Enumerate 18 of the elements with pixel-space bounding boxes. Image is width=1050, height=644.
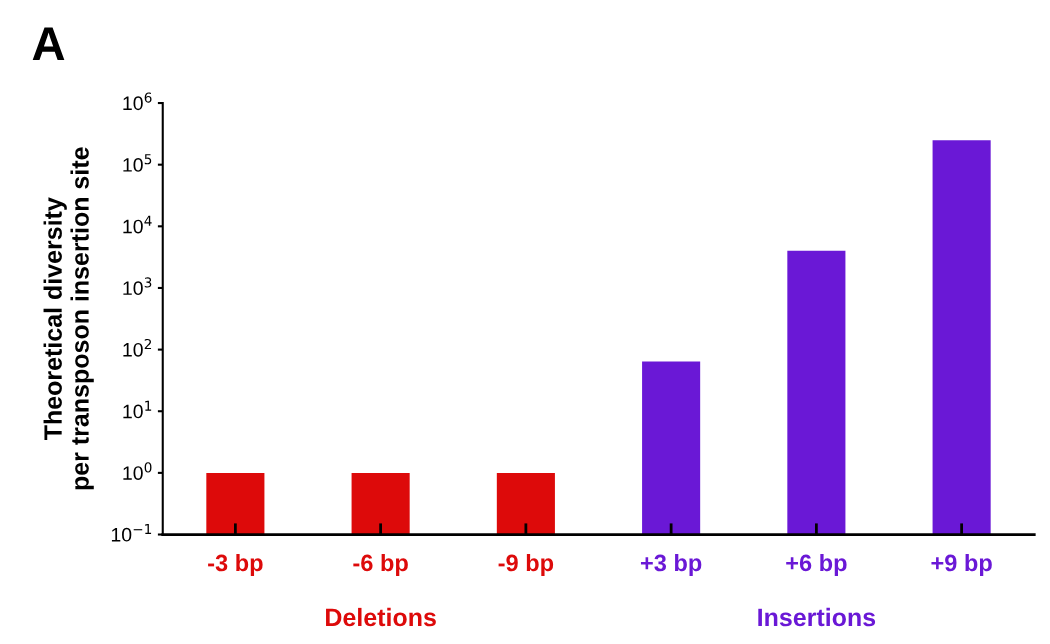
text: Deletions [326, 607, 436, 627]
x-tick-label: +3 bp [640, 553, 702, 576]
y-tick-label: 10$^{2}$ [123, 338, 152, 357]
x-tick-label: +9 bp [931, 553, 992, 576]
y-tick-label: 10$^{4}$ [123, 215, 152, 234]
y-tick-label: 10$^{6}$ [123, 92, 152, 111]
y-tick-label: 10$^{1}$ [123, 400, 152, 419]
text: A [32, 27, 65, 60]
x-tick-label: -9 bp [498, 553, 554, 576]
x-tick-label: +6 bp [786, 553, 847, 576]
x-tick-label: -3 bp [208, 553, 263, 576]
y-axis-title: Theoretical diversity per transposon insertion site [43, 147, 94, 490]
y-tick-label: 10$^{3}$ [123, 277, 152, 296]
text: Insertions [758, 607, 876, 627]
y-tick-label: 10$^{−1}$ [111, 524, 152, 542]
y-tick-label: 10$^{5}$ [123, 154, 152, 172]
x-tick-label: -6 bp [353, 553, 408, 576]
y-tick-label: 10$^{0}$ [123, 462, 152, 480]
